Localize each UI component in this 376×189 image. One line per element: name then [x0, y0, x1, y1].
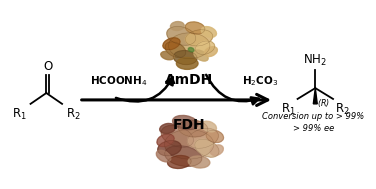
Ellipse shape	[201, 121, 217, 132]
Ellipse shape	[167, 26, 196, 45]
Ellipse shape	[201, 27, 217, 37]
Ellipse shape	[173, 51, 197, 64]
Ellipse shape	[165, 146, 202, 166]
Ellipse shape	[168, 33, 210, 59]
Ellipse shape	[178, 120, 208, 137]
FancyArrowPatch shape	[206, 75, 259, 104]
FancyArrowPatch shape	[116, 77, 173, 101]
Text: R$_2$: R$_2$	[335, 102, 350, 117]
Ellipse shape	[188, 156, 210, 168]
Ellipse shape	[210, 145, 223, 156]
Ellipse shape	[176, 58, 198, 69]
Text: FDH: FDH	[173, 118, 206, 132]
Ellipse shape	[157, 134, 174, 147]
Ellipse shape	[170, 22, 184, 30]
Text: R$_2$: R$_2$	[66, 107, 81, 122]
Text: R$_1$: R$_1$	[12, 107, 27, 122]
Text: R$_1$: R$_1$	[281, 102, 296, 117]
Ellipse shape	[188, 48, 194, 52]
Ellipse shape	[165, 129, 214, 159]
Ellipse shape	[161, 125, 193, 147]
Ellipse shape	[206, 130, 223, 143]
Ellipse shape	[173, 115, 198, 130]
Text: ($R$): ($R$)	[317, 97, 330, 109]
Ellipse shape	[168, 156, 191, 168]
Ellipse shape	[156, 150, 171, 162]
Text: HCOONH$_4$: HCOONH$_4$	[89, 74, 147, 88]
Ellipse shape	[163, 38, 180, 50]
Ellipse shape	[185, 22, 205, 34]
Ellipse shape	[195, 41, 215, 54]
Text: O: O	[43, 60, 52, 73]
Ellipse shape	[194, 50, 208, 61]
Ellipse shape	[161, 51, 174, 60]
Ellipse shape	[185, 30, 213, 46]
Ellipse shape	[204, 47, 217, 57]
Ellipse shape	[188, 129, 218, 148]
Polygon shape	[313, 88, 317, 104]
Ellipse shape	[195, 139, 219, 157]
Text: Conversion up to > 99%
> 99% ee: Conversion up to > 99% > 99% ee	[262, 112, 364, 132]
Ellipse shape	[160, 123, 175, 134]
Text: AmDH: AmDH	[165, 73, 213, 87]
Text: H$_2$CO$_3$: H$_2$CO$_3$	[242, 74, 278, 88]
Ellipse shape	[165, 42, 186, 57]
Text: NH$_2$: NH$_2$	[303, 53, 327, 68]
Ellipse shape	[158, 141, 181, 156]
